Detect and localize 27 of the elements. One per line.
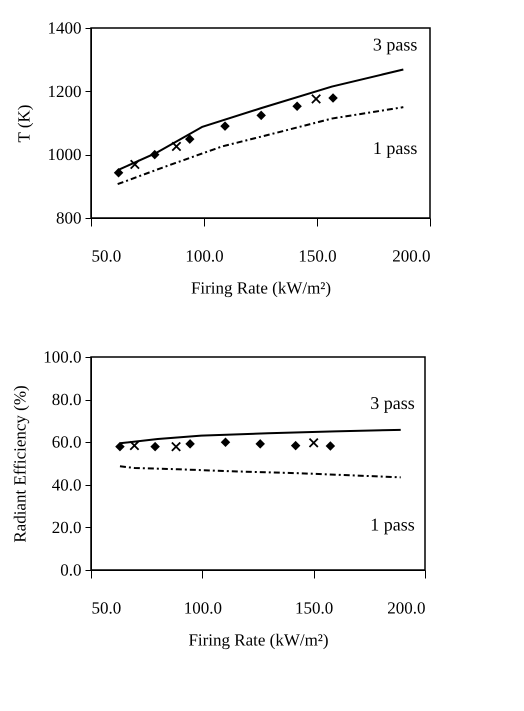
- y-tick-label: 1200: [48, 82, 82, 101]
- y-tick-label: 80.0: [52, 390, 82, 410]
- x-tick-label: 50.0: [92, 598, 122, 618]
- y-tick-label: 0.0: [60, 560, 82, 580]
- x-tick-label: 200.0: [387, 598, 426, 618]
- y-tick-label: 800: [56, 208, 82, 228]
- x-tick-label: 100.0: [185, 246, 224, 266]
- y-tick-label: 1000: [48, 145, 82, 164]
- x-tick-label: 150.0: [298, 246, 337, 266]
- x-axis-title: Firing Rate (kW/m²): [190, 278, 332, 298]
- y-tick-label: 60.0: [52, 432, 82, 452]
- y-tick-label: 40.0: [52, 475, 82, 494]
- x-tick-label: 100.0: [184, 598, 222, 618]
- y-tick-label: 100.0: [43, 348, 82, 366]
- y-axis-title: Radiant Efficiency (%): [10, 385, 30, 543]
- x-axis-title: Firing Rate (kW/m²): [188, 630, 329, 650]
- y-axis-title: T (K): [14, 104, 34, 142]
- series-label: 1 pass: [372, 138, 418, 158]
- series-label: 3 pass: [372, 34, 418, 54]
- x-tick-label: 200.0: [392, 246, 430, 266]
- text: 1 pass: [370, 514, 415, 534]
- series-label: 3 pass: [370, 392, 415, 413]
- y-tick-label: 1400: [48, 18, 82, 38]
- x-tick-label: 150.0: [295, 598, 334, 618]
- line-series: [118, 465, 402, 478]
- x-tick-label: 50.0: [92, 246, 122, 266]
- y-tick-label: 20.0: [52, 518, 82, 537]
